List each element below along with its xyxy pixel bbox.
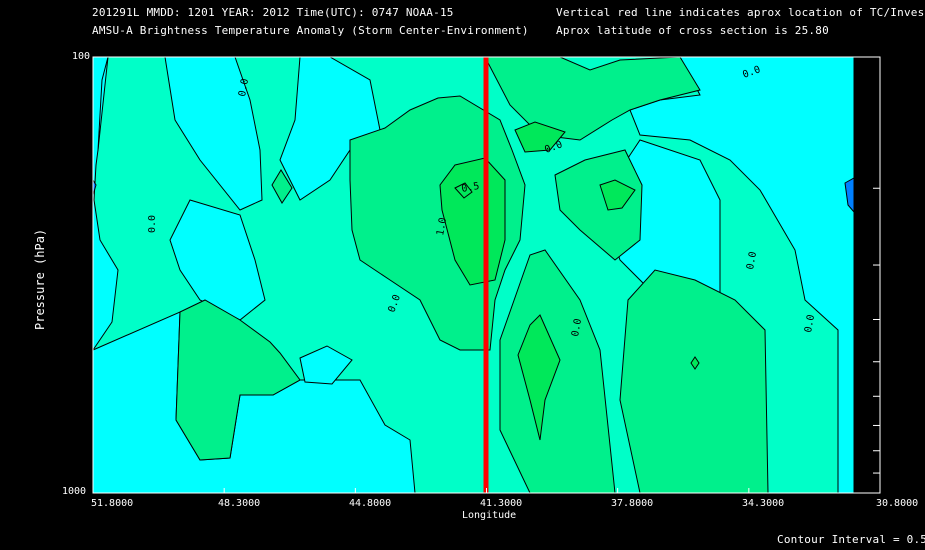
x-axis-ticks xyxy=(92,488,881,493)
x-tick-label: 37.8000 xyxy=(611,498,654,509)
header-line2-right: Aprox latitude of cross section is 25.80 xyxy=(556,24,829,37)
contour-value-label: 0.0 xyxy=(803,314,817,334)
contour-interval-label: Contour Interval = 0.5K xyxy=(777,533,925,546)
neg-region-mid-bubble xyxy=(299,345,353,385)
y-axis-ticks xyxy=(873,187,880,474)
g05-left-lower xyxy=(175,299,301,461)
header-line1-left: 201291L MMDD: 1201 YEAR: 2012 Time(UTC):… xyxy=(92,6,454,19)
y-axis-title: Pressure (hPa) xyxy=(33,228,47,330)
y-tick-label-bottom: 1000 xyxy=(62,486,87,497)
y-tick-label-top: 100 xyxy=(72,51,91,62)
g05-lower-right xyxy=(499,249,616,494)
neg-region-left-upper xyxy=(92,56,119,352)
g05-right-mid xyxy=(554,149,643,261)
x-axis-title: Longitude xyxy=(462,510,517,521)
contour-value-label: 0.0 xyxy=(570,318,584,338)
neg-region-top xyxy=(164,56,263,211)
contour-value-label: 1.0 xyxy=(435,217,449,237)
chart-title: AMSU-A Brightness Temperature Anomaly (S… xyxy=(92,24,529,37)
neg-region-mid xyxy=(279,56,381,201)
g1-bubble xyxy=(454,182,473,199)
outlier-blue xyxy=(844,177,855,214)
level-1-regions xyxy=(439,121,700,441)
g1-small-right xyxy=(514,121,566,153)
x-tick-label: 48.3000 xyxy=(218,498,261,509)
g1-lower xyxy=(517,314,561,441)
x-tick-label: 51.8000 xyxy=(91,498,134,509)
g05-right-low xyxy=(619,269,769,494)
x-tick-label: 44.8000 xyxy=(349,498,392,509)
g1-right-small xyxy=(599,179,636,211)
g1-small-low xyxy=(690,356,700,370)
x-tick-label: 34.3000 xyxy=(742,498,785,509)
contour-value-label: 0.0 xyxy=(745,251,759,271)
x-tick-label: 30.8000 xyxy=(876,498,919,509)
x-tick-label: 41.3000 xyxy=(480,498,523,509)
no-data-strip xyxy=(854,57,880,493)
contour-value-label: 0.5 xyxy=(461,181,481,195)
contour-value-label: 0.0 xyxy=(237,78,251,98)
contour-value-label: 0.0 xyxy=(147,215,158,233)
g05-small-left xyxy=(271,169,293,204)
header-line1-right: Vertical red line indicates aprox locati… xyxy=(556,6,925,19)
